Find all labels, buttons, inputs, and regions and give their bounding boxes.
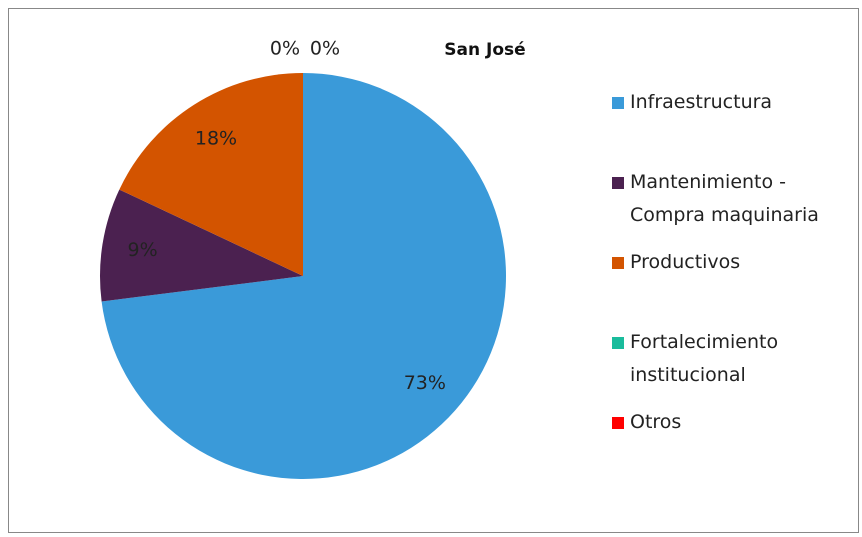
legend-swatch	[612, 177, 624, 189]
legend-label: Infraestructura	[630, 91, 773, 113]
chart-title: San José	[444, 40, 525, 60]
legend-item: Infraestructura	[612, 86, 827, 119]
data-label: 0%	[310, 38, 340, 60]
legend-item: Fortalecimiento institucional	[612, 326, 827, 392]
pie-slice	[101, 73, 506, 479]
data-label: 9%	[128, 239, 158, 261]
legend-swatch	[612, 257, 624, 269]
data-label: 18%	[195, 127, 237, 149]
pie-slice	[100, 189, 303, 302]
legend-label: Productivos	[630, 251, 741, 273]
pie-slice	[119, 73, 304, 276]
legend-swatch	[612, 417, 624, 429]
legend-item: Mantenimiento - Compra maquinaria	[612, 166, 827, 232]
legend-swatch	[612, 97, 624, 109]
legend-item: Otros	[612, 406, 827, 439]
data-label: 0%	[270, 38, 300, 60]
legend-label: Fortalecimiento institucional	[630, 331, 779, 386]
legend-label: Otros	[630, 411, 682, 433]
legend-swatch	[612, 337, 624, 349]
data-label: 73%	[404, 372, 446, 394]
legend-item: Productivos	[612, 246, 827, 279]
legend-label: Mantenimiento - Compra maquinaria	[630, 171, 819, 226]
